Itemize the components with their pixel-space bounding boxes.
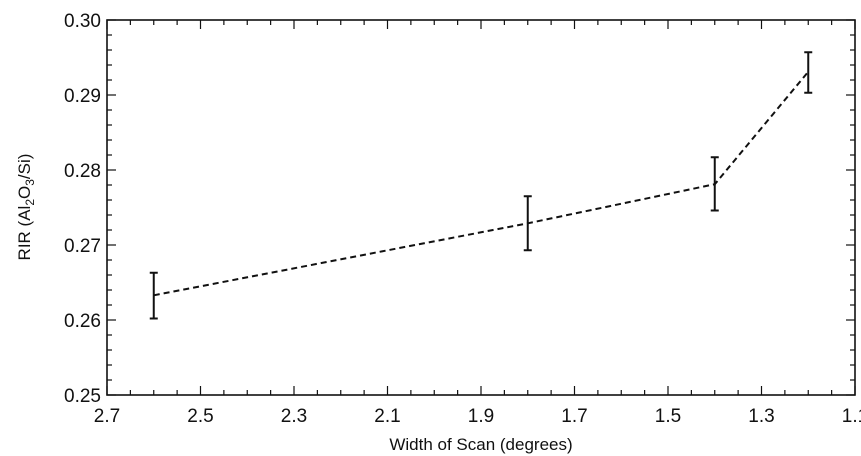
ticks-layer	[106, 19, 856, 396]
y-tick-label: 0.29	[64, 86, 101, 107]
series-line	[153, 71, 810, 297]
y-tick-label: 0.27	[64, 236, 101, 257]
x-tick-label: 2.1	[374, 406, 400, 427]
x-tick-label: 1.1	[842, 406, 861, 427]
y-axis-label-part: O	[15, 186, 34, 199]
y-tick-label: 0.25	[64, 386, 101, 407]
x-tick-label: 1.7	[561, 406, 587, 427]
x-tick-label: 2.7	[94, 406, 120, 427]
x-tick-label: 1.5	[655, 406, 681, 427]
x-tick-label: 2.5	[187, 406, 213, 427]
y-tick-label: 0.30	[64, 11, 101, 32]
x-tick-label: 1.3	[748, 406, 774, 427]
series-layer	[149, 51, 813, 320]
x-axis-label: Width of Scan (degrees)	[389, 435, 572, 454]
y-axis-label-part: /Si)	[15, 154, 34, 180]
y-axis-label-part: RIR (Al	[15, 206, 34, 261]
plot-frame	[106, 19, 856, 396]
y-axis-label: RIR (Al2O3/Si)	[15, 154, 37, 261]
x-tick-label: 2.3	[281, 406, 307, 427]
x-tick-label: 1.9	[468, 406, 494, 427]
y-axis-label-subscript: 3	[23, 179, 37, 186]
y-axis-label-subscript: 2	[23, 199, 37, 206]
y-tick-label: 0.26	[64, 311, 101, 332]
labels-layer: 2.7 2.5 2.3 2.1 1.9 1.7 1.5 1.3 1.1 0.25 0.26 0.27 0…	[64, 11, 861, 427]
y-tick-label: 0.28	[64, 161, 101, 182]
